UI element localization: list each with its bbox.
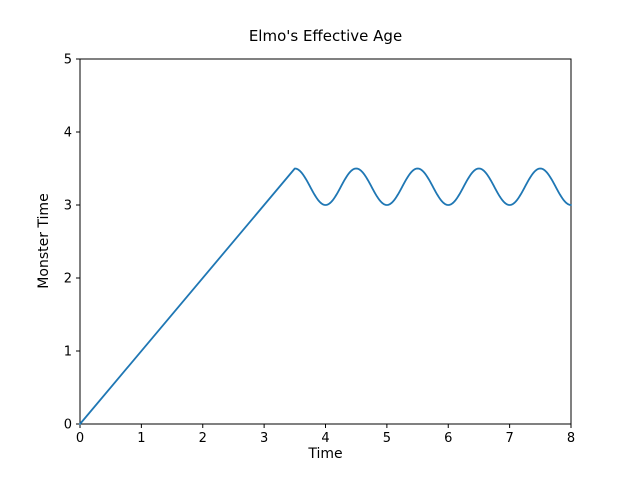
x-tick-label: 8 — [567, 431, 575, 446]
x-tick-label: 5 — [383, 431, 391, 446]
axes-frame — [79, 58, 572, 425]
x-axis-ticks: 0 1 2 3 4 5 6 7 8 — [76, 424, 575, 446]
data-series — [79, 167, 572, 425]
x-tick-label: 0 — [76, 431, 84, 446]
y-axis-label: Monster Time — [36, 193, 52, 289]
y-tick-label: 3 — [64, 199, 72, 214]
y-tick-label: 0 — [64, 418, 72, 433]
y-tick-label: 1 — [64, 345, 72, 360]
x-tick-label: 1 — [137, 431, 145, 446]
x-axis-label: Time — [308, 446, 343, 462]
x-tick-label: 7 — [505, 431, 513, 446]
y-tick-label: 5 — [64, 53, 72, 68]
chart-title: Elmo's Effective Age — [248, 27, 403, 45]
x-tick-label: 6 — [444, 431, 452, 446]
x-tick-label: 2 — [199, 431, 207, 446]
y-axis-ticks: 0 1 2 3 4 5 — [64, 53, 80, 433]
y-tick-label: 4 — [64, 126, 72, 141]
x-tick-label: 4 — [321, 431, 329, 446]
x-tick-label: 3 — [260, 431, 268, 446]
series-line-effective-age — [79, 167, 572, 425]
y-tick-label: 2 — [64, 272, 72, 287]
